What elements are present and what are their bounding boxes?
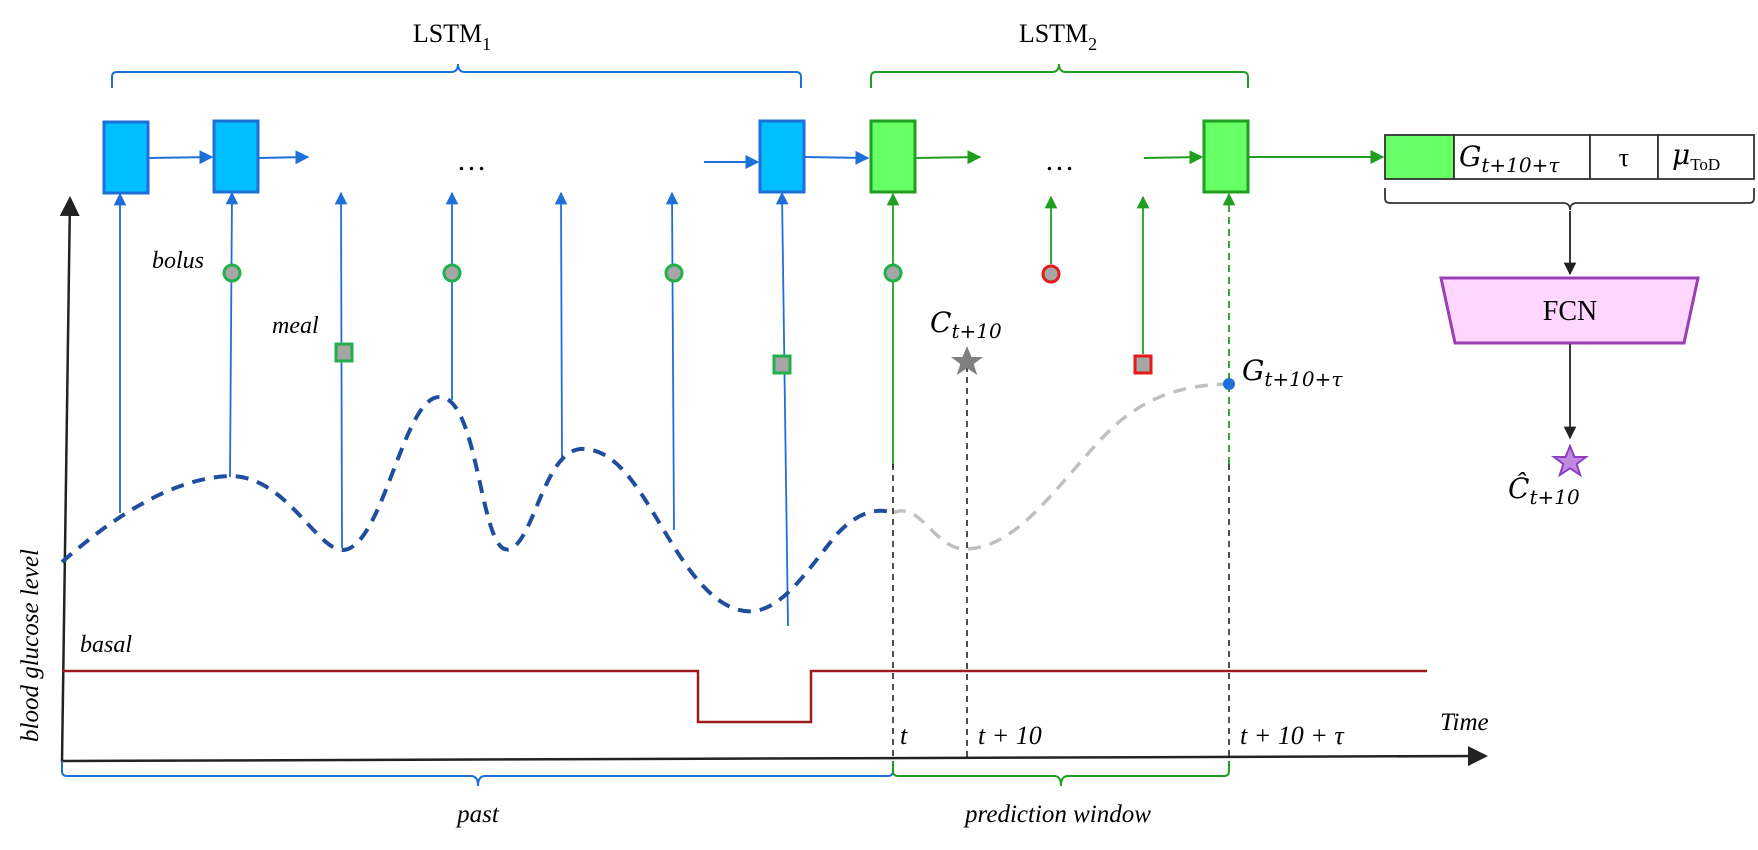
x-axis-label: Time bbox=[1440, 709, 1489, 736]
lstm2-cell-last bbox=[1202, 119, 1250, 194]
lstm2-input-arrows bbox=[886, 192, 1236, 468]
bolus-marker bbox=[442, 263, 462, 283]
bolus-marker-future bbox=[1041, 264, 1061, 284]
predicted-carb-star bbox=[1551, 443, 1589, 478]
lstm1-group: LSTM1 bbox=[111, 19, 802, 88]
lstm2-brace bbox=[870, 63, 1249, 88]
lstm1-brace bbox=[111, 63, 802, 88]
lstm2-cell-1 bbox=[869, 119, 917, 194]
tick-t: t bbox=[900, 721, 908, 750]
predicted-carb-label: Ĉt+10 bbox=[1508, 471, 1580, 509]
time-markers bbox=[892, 366, 1230, 760]
true-carb-star bbox=[951, 346, 983, 375]
tick-t10: t + 10 bbox=[978, 721, 1042, 750]
feature-cell-mu bbox=[1657, 134, 1755, 180]
x-axis bbox=[61, 746, 1488, 767]
c-target-label: Ct+10 bbox=[930, 306, 1002, 343]
fcn-label: FCN bbox=[1543, 296, 1597, 327]
bolus-marker bbox=[664, 263, 684, 283]
meal-marker bbox=[772, 354, 792, 375]
basal-label: basal bbox=[80, 632, 132, 658]
feature-cell-tau bbox=[1589, 134, 1659, 180]
tick-t10tau: t + 10 + τ bbox=[1240, 721, 1345, 750]
glucose-curve-future bbox=[892, 382, 1230, 551]
g-future-label: Gt+10+τ bbox=[1242, 354, 1343, 391]
basal-line bbox=[62, 669, 1427, 724]
prediction-window-brace bbox=[892, 761, 1230, 787]
feature-brace bbox=[1384, 188, 1755, 211]
meal-marker bbox=[334, 342, 354, 363]
fcn-block bbox=[1439, 276, 1700, 345]
feature-g-text: Gt+10+τ bbox=[1459, 140, 1560, 177]
lstm2-group: LSTM2 bbox=[870, 19, 1249, 88]
meal-marker-future bbox=[1133, 354, 1153, 375]
feature-tau-text: τ bbox=[1619, 143, 1629, 172]
y-axis bbox=[59, 196, 80, 763]
lstm1-cell-last bbox=[758, 119, 806, 194]
bolus-label: bolus bbox=[152, 248, 204, 274]
recurrent-arrows bbox=[147, 150, 1385, 169]
feature-vector: Gt+10+τ τ μToD bbox=[1384, 134, 1755, 211]
glucose-curve-past bbox=[60, 394, 894, 614]
meal-label: meal bbox=[272, 313, 319, 339]
bolus-markers bbox=[222, 263, 1061, 284]
lstm1-ellipsis: … bbox=[457, 144, 490, 177]
feature-mu-text: μToD bbox=[1672, 138, 1720, 174]
feature-cell-glucose bbox=[1453, 134, 1591, 180]
lstm1-label: LSTM1 bbox=[413, 19, 491, 54]
feature-cell-hidden bbox=[1384, 134, 1455, 180]
lstm1-cell-1 bbox=[102, 120, 150, 195]
prediction-window-label: prediction window bbox=[963, 801, 1151, 828]
axes bbox=[59, 196, 1488, 767]
lstm1-cell-2 bbox=[212, 119, 260, 194]
past-label: past bbox=[455, 801, 500, 828]
bolus-marker bbox=[883, 263, 903, 283]
past-brace bbox=[61, 761, 894, 787]
glucose-future-point bbox=[1223, 378, 1235, 390]
lstm2-cells bbox=[869, 119, 1250, 194]
lstm1-input-arrows bbox=[113, 191, 789, 627]
bolus-marker bbox=[222, 263, 242, 283]
meal-markers bbox=[334, 342, 1153, 375]
lstm2-label: LSTM2 bbox=[1019, 19, 1097, 54]
lstm2-ellipsis: … bbox=[1045, 144, 1078, 177]
y-axis-label: blood glucose level bbox=[17, 549, 44, 742]
